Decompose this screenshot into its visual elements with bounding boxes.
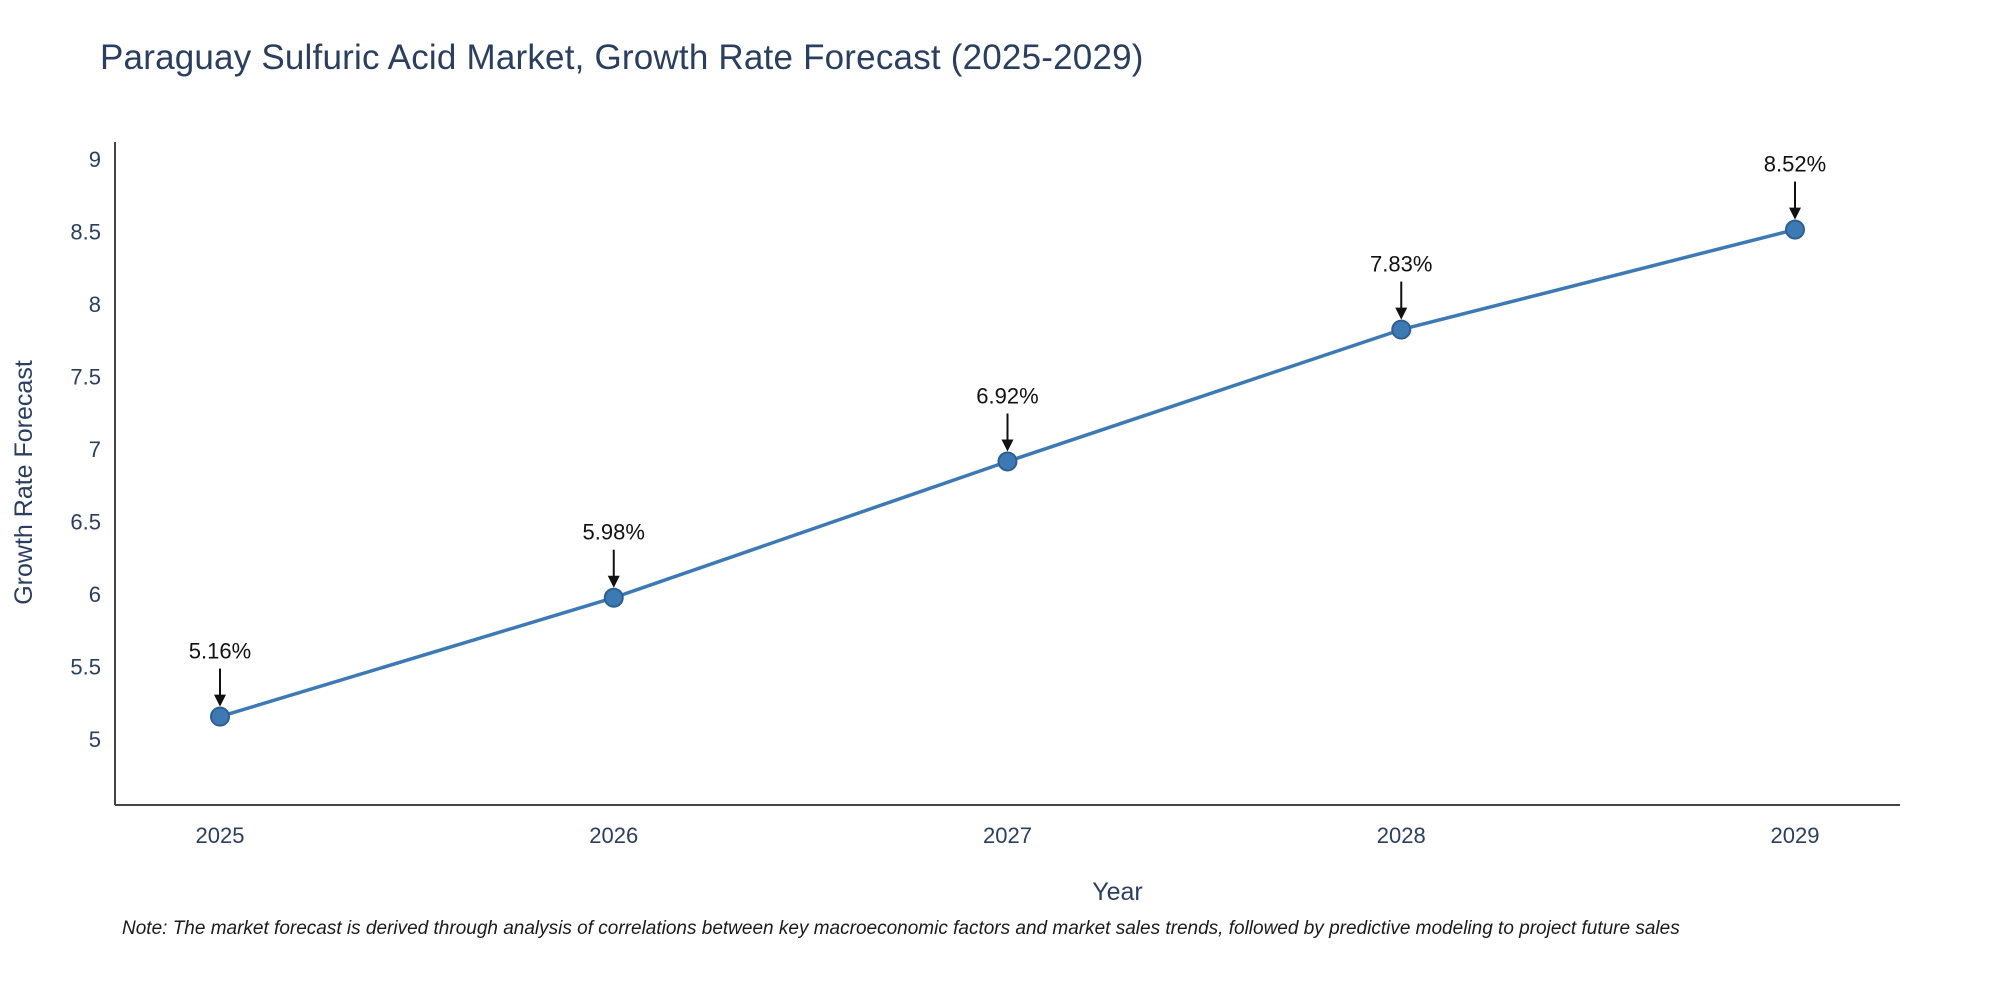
x-tick-label: 2027 [983, 823, 1032, 848]
annotation-arrow-head [607, 575, 620, 588]
y-tick-label: 5.5 [70, 654, 101, 679]
data-line [219, 227, 1796, 719]
x-tick-label: 2029 [1771, 823, 1820, 848]
y-tick-label: 7.5 [70, 364, 101, 389]
annotation-arrow-head [1001, 439, 1014, 452]
x-axis-title: Year [1092, 878, 1143, 906]
y-tick-label: 6 [89, 582, 101, 607]
y-tick-label: 9 [89, 147, 101, 172]
y-tick-label: 6.5 [70, 509, 101, 534]
x-tick-label: 2025 [196, 823, 245, 848]
data-label: 8.52% [1764, 152, 1826, 177]
data-label: 7.83% [1370, 252, 1432, 277]
footnote: Note: The market forecast is derived thr… [122, 918, 1680, 939]
data-point-2029[interactable] [1785, 219, 1805, 240]
y-axis-title: Growth Rate Forecast [10, 360, 38, 605]
annotation-arrow-head [214, 694, 226, 707]
y-tick-label: 8.5 [70, 219, 101, 244]
x-tick-label: 2028 [1377, 823, 1426, 848]
data-label: 5.16% [189, 639, 251, 664]
data-point-2026[interactable] [603, 587, 624, 608]
annotation-arrow-head [1789, 207, 1801, 220]
data-label: 6.92% [976, 383, 1038, 408]
y-tick-label: 5 [89, 727, 101, 752]
y-tick-label: 8 [89, 292, 101, 317]
data-label: 5.98% [583, 520, 645, 545]
y-tick-label: 7 [89, 437, 101, 462]
data-point-2027[interactable] [997, 451, 1018, 472]
data-point-2025[interactable] [210, 706, 230, 727]
x-tick-label: 2026 [589, 823, 638, 848]
annotation-arrow-head [1395, 307, 1408, 320]
data-point-2028[interactable] [1391, 319, 1412, 340]
chart-title: Paraguay Sulfuric Acid Market, Growth Ra… [100, 38, 1144, 77]
